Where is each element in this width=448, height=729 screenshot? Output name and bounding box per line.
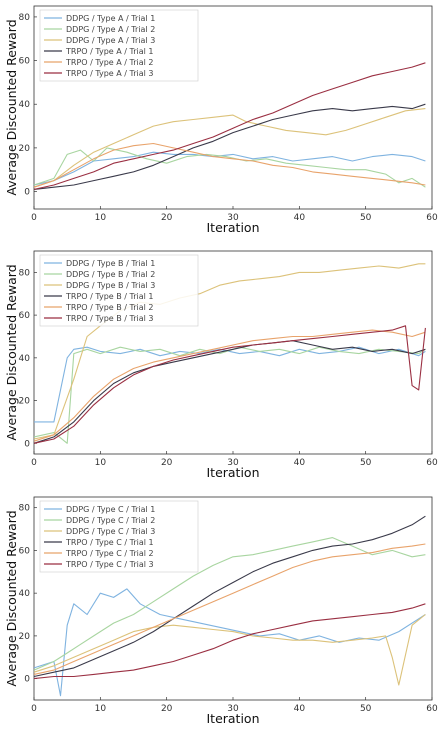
x-tick-label: 10 [95,704,107,714]
legend-box [39,9,199,82]
series-line-6 [33,325,426,444]
legend-entry: TRPO / Type B / Trial 3 [65,314,154,323]
series-line-3 [33,108,426,188]
series-line-1 [33,151,426,186]
x-tick-label: 20 [161,704,173,714]
x-axis-title: Iteration [206,711,259,726]
series-line-4 [33,515,426,678]
y-axis-title: Average Discounted Reward [4,264,19,440]
legend-entry: DDPG / Type B / Trial 3 [66,281,155,290]
series-line-6 [33,603,426,680]
legend-entry: DDPG / Type A / Trial 3 [66,36,155,45]
series-line-2 [33,147,426,188]
x-tick-label: 40 [294,704,306,714]
series-line-5 [33,329,426,442]
legend-box [39,500,199,573]
series-line-5 [33,142,426,188]
legend-box [39,254,199,327]
legend-entry: DDPG / Type A / Trial 2 [66,25,155,34]
x-tick-label: 0 [31,213,37,223]
x-tick-label: 60 [426,704,438,714]
legend-entry: TRPO / Type B / Trial 2 [65,303,154,312]
legend-entry: DDPG / Type A / Trial 1 [66,14,155,23]
x-tick-label: 50 [360,213,372,223]
x-tick-label: 10 [95,458,107,468]
legend-entry: TRPO / Type C / Trial 3 [65,560,154,569]
series-line-1 [33,588,426,697]
chart-panel-3: 0 10 20 30 40 50 60 0 20 40 60 80 Iteration Average D… [4,496,438,726]
x-tick-label: 0 [31,458,37,468]
y-axis-title: Average Discounted Reward [4,19,19,195]
legend-entry: TRPO / Type C / Trial 2 [65,549,154,558]
y-tick-label: 40 [19,100,31,110]
y-tick-label: 60 [19,546,31,556]
y-axis-title: Average Discounted Reward [4,510,19,686]
series-line-4 [33,103,426,190]
x-tick-label: 50 [360,704,372,714]
y-tick-label: 0 [24,188,30,198]
y-tick-label: 20 [19,397,31,407]
x-axis-title: Iteration [206,465,259,480]
y-tick-label: 20 [19,144,31,154]
y-tick-label: 40 [19,589,31,599]
series-line-2 [33,537,426,671]
x-tick-label: 20 [161,213,173,223]
legend-entry: DDPG / Type B / Trial 2 [66,270,155,279]
x-tick-label: 40 [294,213,306,223]
legend-entry: DDPG / Type C / Trial 2 [66,516,155,525]
chart-panel-1: 0 10 20 30 40 50 60 0 20 40 60 80 Iteration Average D… [4,5,438,235]
x-tick-label: 60 [426,458,438,468]
legend: DDPG / Type B / Trial 1 DDPG / Type B / T… [39,254,199,327]
chart-panel-2: 0 10 20 30 40 50 60 0 20 40 60 80 Iteration Average D… [4,250,438,480]
series-line-2 [33,346,426,444]
series-line-5 [33,543,426,675]
x-tick-label: 40 [294,458,306,468]
x-tick-label: 30 [227,213,239,223]
series-line-3 [33,614,426,686]
y-tick-label: 0 [24,439,30,449]
legend-entry: DDPG / Type C / Trial 1 [66,505,155,514]
legend: DDPG / Type A / Trial 1 DDPG / Type A / T… [39,9,199,82]
legend: DDPG / Type C / Trial 1 DDPG / Type C / T… [39,500,199,573]
legend-entry: TRPO / Type A / Trial 1 [65,47,154,56]
x-tick-label: 30 [227,458,239,468]
legend-entry: DDPG / Type C / Trial 3 [66,527,155,536]
x-tick-label: 30 [227,704,239,714]
y-tick-label: 60 [19,57,31,67]
legend-entry: TRPO / Type B / Trial 1 [65,292,154,301]
y-tick-label: 80 [19,268,31,278]
series-line-3 [33,263,426,440]
series-line-4 [33,340,426,444]
legend-entry: TRPO / Type A / Trial 3 [65,69,154,78]
x-tick-label: 50 [360,458,372,468]
y-tick-label: 40 [19,354,31,364]
y-tick-label: 60 [19,311,31,321]
series-line-1 [34,346,426,423]
y-tick-label: 0 [24,675,30,685]
legend-entry: DDPG / Type B / Trial 1 [66,259,155,268]
y-tick-label: 20 [19,632,31,642]
y-tick-label: 80 [19,504,31,514]
series-line-6 [33,62,426,190]
y-tick-label: 80 [19,13,31,23]
legend-entry: TRPO / Type C / Trial 1 [65,538,154,547]
x-tick-label: 0 [31,704,37,714]
x-tick-label: 20 [161,458,173,468]
x-tick-label: 10 [95,213,107,223]
legend-entry: TRPO / Type A / Trial 2 [65,58,154,67]
x-tick-label: 60 [426,213,438,223]
x-axis-title: Iteration [206,220,259,235]
